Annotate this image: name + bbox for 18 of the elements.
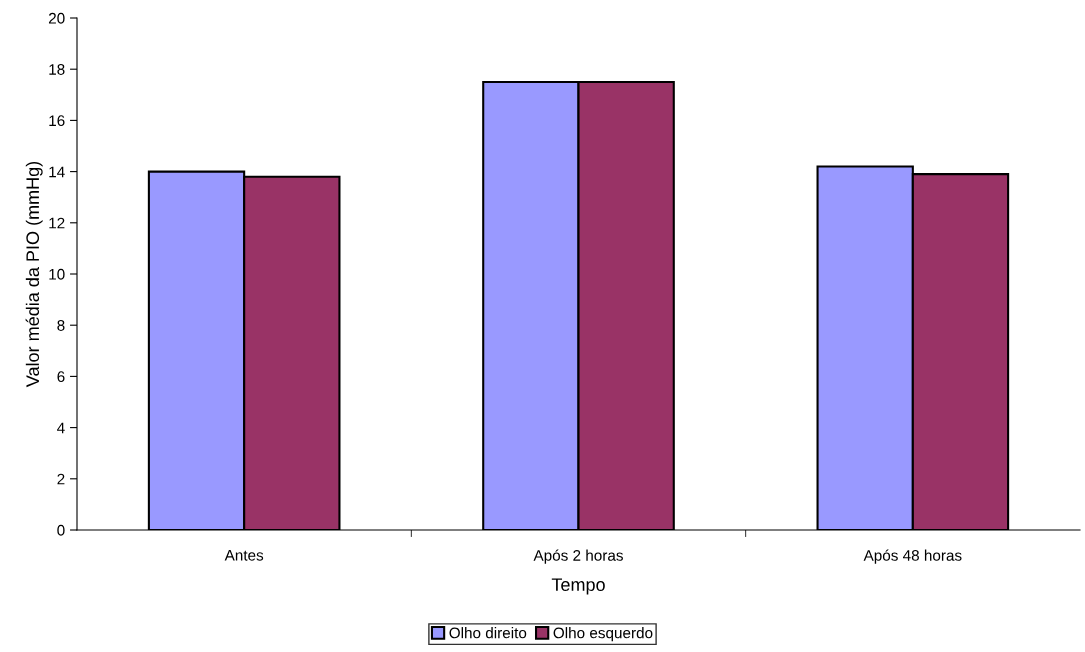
y-tick-label: 4 [57,422,65,434]
y-axis-title: Valor média da PIO (mmHg) [25,161,43,388]
legend-label: Olho direito [449,627,527,639]
legend-label: Olho esquerdo [553,627,653,642]
y-tick-label: 10 [49,268,65,280]
y-tick-label: 14 [49,166,65,178]
y-tick-label: 8 [57,320,65,331]
y-tick-label: 2 [57,473,65,485]
x-tick-label: Antes [224,550,264,561]
y-tick-label: 6 [57,371,65,383]
y-tick-label: 20 [48,12,65,24]
x-tick-label: Após 48 horas [863,549,962,564]
y-tick-label: 0 [57,524,65,536]
x-axis-title: Tempo [551,578,605,595]
y-tick-label: 16 [49,115,65,127]
y-tick-label: 18 [49,64,65,75]
y-tick-label: 12 [49,217,65,229]
x-tick-label: Após 2 horas [533,549,623,564]
